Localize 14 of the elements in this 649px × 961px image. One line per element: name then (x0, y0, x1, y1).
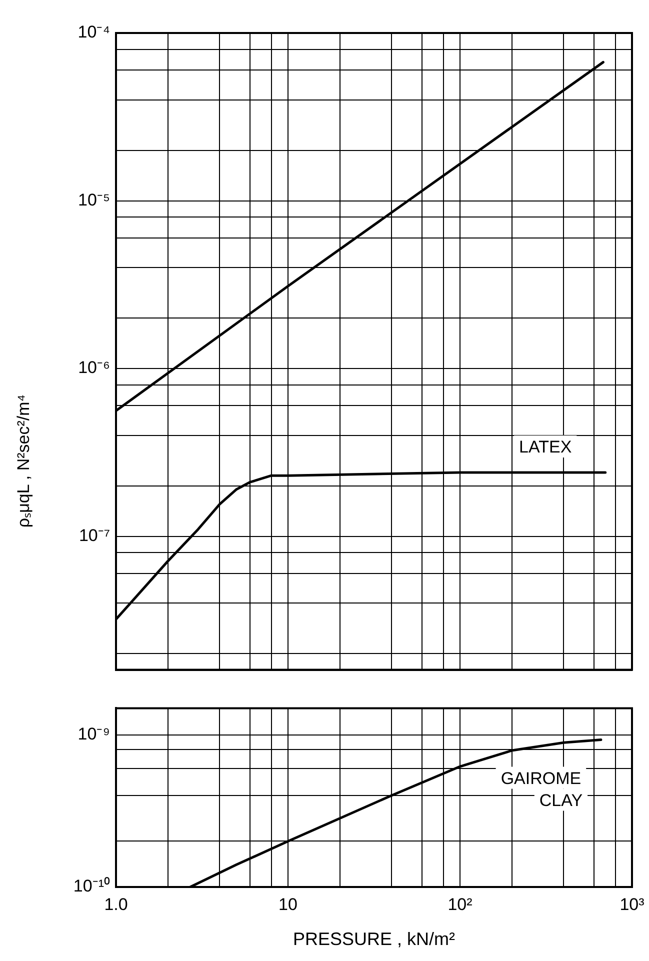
series-label: LATEX (519, 438, 572, 456)
x-tick-label: 1.0 (104, 894, 128, 914)
y-tick-label: 10⁻⁶ (78, 358, 110, 378)
series-label: GAIROME CLAY (500, 768, 583, 810)
y-tick-label: 10⁻¹⁰ (73, 876, 110, 896)
y-tick-label: 10⁻⁷ (78, 526, 110, 545)
y-axis-title: ρₛμqL , N²sec²/m⁴ (12, 394, 34, 528)
x-tick-label: 10² (448, 894, 473, 914)
x-tick-label: 10³ (620, 894, 645, 914)
y-tick-label: 10⁻⁹ (78, 724, 110, 744)
y-tick-label: 10⁻⁵ (78, 190, 110, 210)
x-tick-label: 10 (278, 894, 298, 914)
y-tick-label: 10⁻⁴ (78, 22, 110, 42)
x-axis-title: PRESSURE , kN/m² (292, 929, 456, 950)
